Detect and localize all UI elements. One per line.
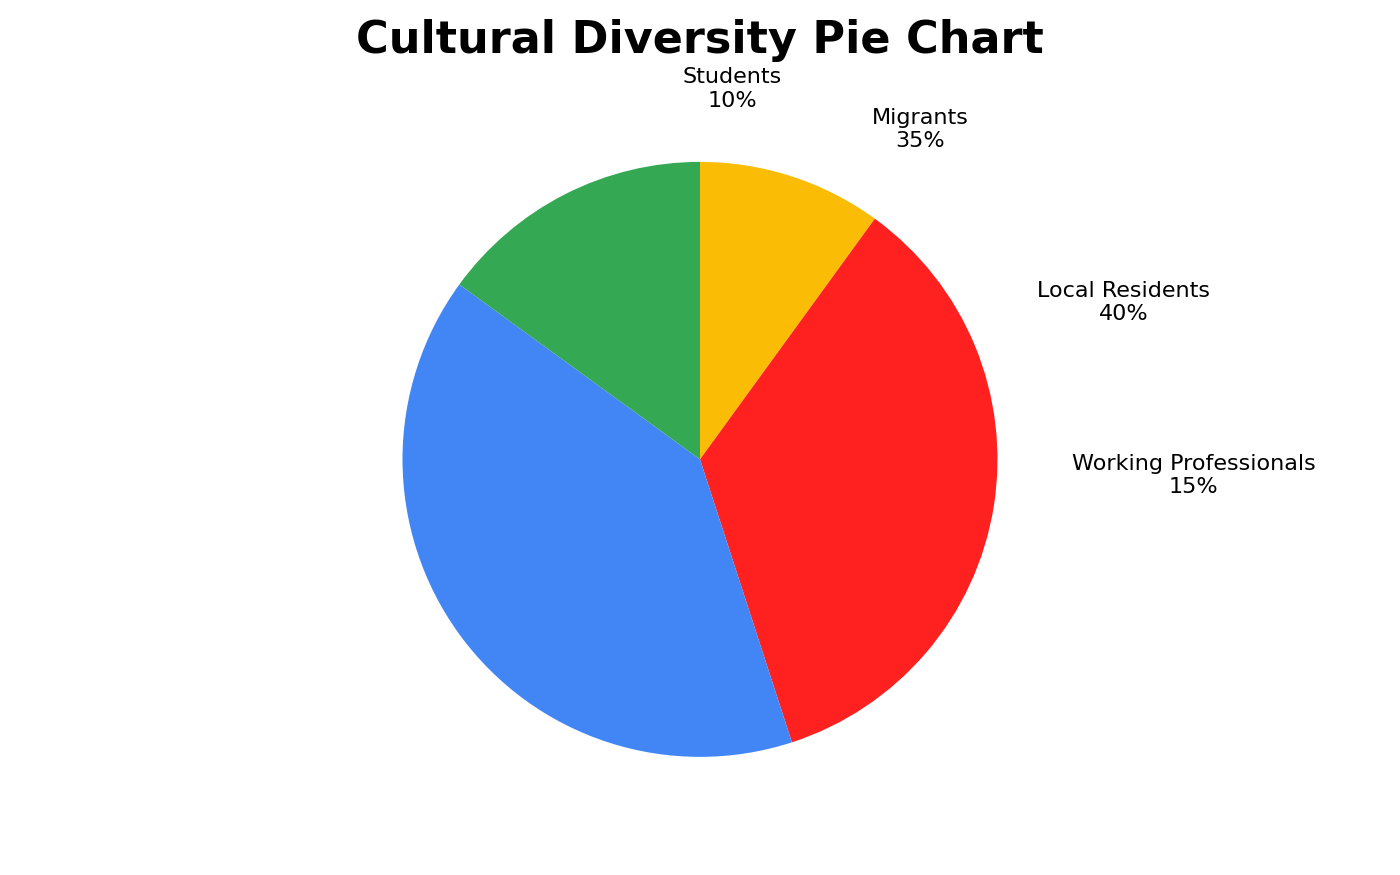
Wedge shape	[402, 284, 792, 757]
Text: Students
10%: Students 10%	[683, 67, 783, 110]
Title: Cultural Diversity Pie Chart: Cultural Diversity Pie Chart	[356, 18, 1044, 62]
Text: Local Residents
40%: Local Residents 40%	[1037, 281, 1210, 324]
Wedge shape	[700, 162, 875, 459]
Wedge shape	[700, 219, 997, 742]
Text: Migrants
35%: Migrants 35%	[872, 108, 969, 151]
Text: Working Professionals
15%: Working Professionals 15%	[1071, 454, 1315, 497]
Wedge shape	[459, 162, 700, 459]
